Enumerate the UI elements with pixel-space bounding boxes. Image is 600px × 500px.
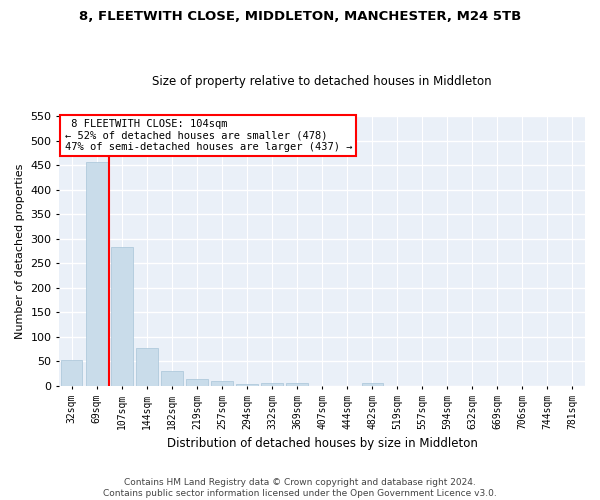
Bar	[362, 384, 383, 386]
Bar	[211, 382, 233, 386]
Y-axis label: Number of detached properties: Number of detached properties	[15, 163, 25, 338]
X-axis label: Distribution of detached houses by size in Middleton: Distribution of detached houses by size …	[167, 437, 478, 450]
Bar	[286, 384, 308, 386]
Bar	[136, 348, 158, 386]
Bar	[236, 384, 258, 386]
Text: Contains HM Land Registry data © Crown copyright and database right 2024.
Contai: Contains HM Land Registry data © Crown c…	[103, 478, 497, 498]
Bar	[86, 162, 107, 386]
Bar	[187, 380, 208, 386]
Text: 8, FLEETWITH CLOSE, MIDDLETON, MANCHESTER, M24 5TB: 8, FLEETWITH CLOSE, MIDDLETON, MANCHESTE…	[79, 10, 521, 23]
Bar	[111, 247, 133, 386]
Title: Size of property relative to detached houses in Middleton: Size of property relative to detached ho…	[152, 76, 492, 88]
Text: 8 FLEETWITH CLOSE: 104sqm
← 52% of detached houses are smaller (478)
47% of semi: 8 FLEETWITH CLOSE: 104sqm ← 52% of detac…	[65, 119, 352, 152]
Bar	[161, 371, 182, 386]
Bar	[61, 360, 82, 386]
Bar	[262, 384, 283, 386]
